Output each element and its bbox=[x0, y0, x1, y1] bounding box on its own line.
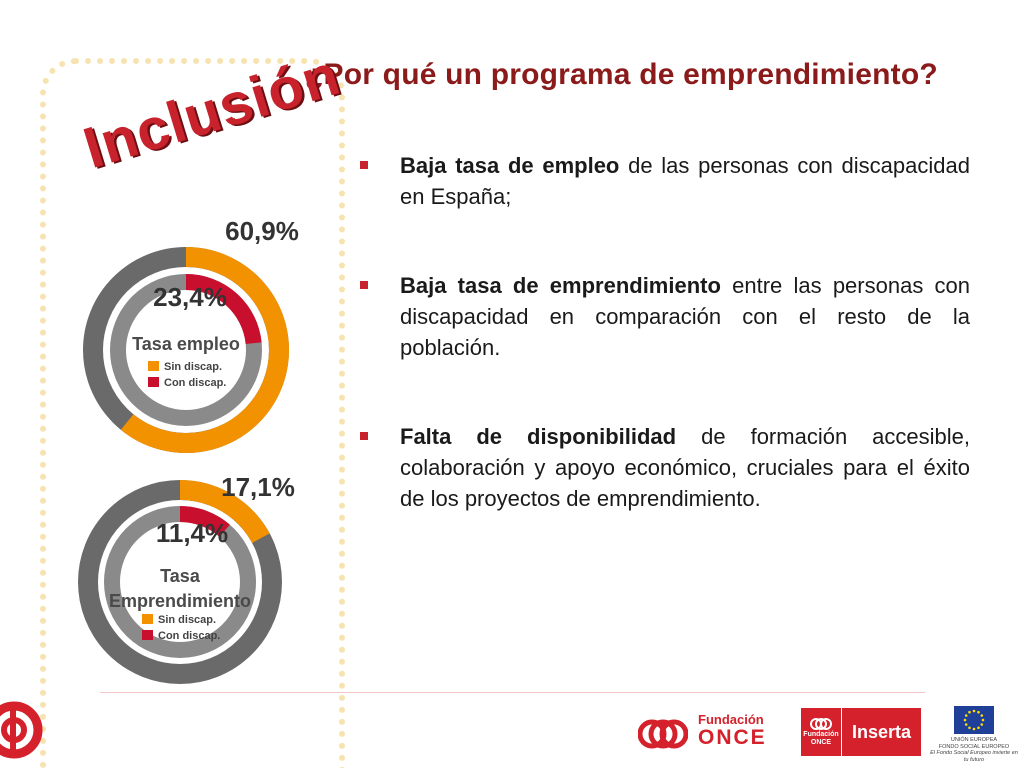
eu-star-icon bbox=[972, 727, 976, 731]
legend-swatch bbox=[142, 630, 153, 640]
value-label-sin-discap: 60,9% bbox=[225, 216, 299, 246]
eu-star-icon bbox=[964, 714, 968, 717]
bullet-square-icon bbox=[360, 161, 368, 169]
footer-divider bbox=[100, 692, 925, 693]
eu-star-icon bbox=[977, 726, 980, 730]
legend-label: Sin discap. bbox=[164, 361, 222, 373]
eu-logo: UNIÓN EUROPEA FONDO SOCIAL EUROPEO El Fo… bbox=[928, 704, 1020, 766]
eu-star-icon bbox=[980, 723, 984, 726]
legend-swatch bbox=[148, 361, 159, 371]
donut-chart-tasa-emprendimiento: 17,1% 11,4% Tasa Emprendimiento Sin discap. C… bbox=[74, 470, 304, 685]
legend-label: Con discap. bbox=[158, 630, 220, 642]
eu-star-icon bbox=[980, 714, 984, 717]
once-symbol-logo bbox=[0, 701, 43, 759]
eu-star-icon bbox=[968, 710, 971, 714]
bullet-bold-text: Falta de disponibilidad bbox=[400, 424, 677, 449]
donut-chart-svg: 60,9% 23,4% Tasa empleo Sin discap. Con disc… bbox=[83, 216, 299, 453]
bullet-item: Falta de disponibilidad de formación acc… bbox=[360, 421, 970, 514]
eu-star-icon bbox=[977, 710, 980, 714]
eu-flag-icon bbox=[954, 706, 994, 734]
ring-arc-con-discap bbox=[179, 506, 230, 537]
bullet-text: entre las personas con discapacidad en c… bbox=[400, 273, 970, 360]
once-label: ONCE bbox=[698, 726, 767, 749]
eu-star-icon bbox=[964, 723, 968, 726]
inserta-mini-mark: Fundación ONCE bbox=[801, 708, 842, 756]
bullet-list: Baja tasa de empleo de las personas con … bbox=[360, 150, 970, 572]
value-label-con-discap: 23,4% bbox=[153, 282, 227, 312]
value-label-con-discap: 11,4% bbox=[156, 518, 228, 548]
dotted-frame bbox=[40, 58, 345, 768]
ring-arc-sin-discap bbox=[179, 480, 270, 544]
legend-label: Con discap. bbox=[164, 377, 226, 389]
value-label-sin-discap: 17,1% bbox=[221, 472, 295, 502]
ring-arc-sin-discap bbox=[120, 247, 289, 453]
bullet-text: de formación accesible, colaboración y a… bbox=[400, 424, 970, 511]
inserta-mini-line2: ONCE bbox=[810, 739, 832, 746]
fundacion-once-logo: Fundación ONCE bbox=[638, 710, 790, 758]
legend-label: Sin discap. bbox=[158, 614, 216, 626]
bullet-item: Baja tasa de emprendimiento entre las pe… bbox=[360, 270, 970, 363]
eu-star-icon bbox=[968, 726, 971, 730]
chart-label: Tasa bbox=[160, 566, 201, 586]
once-rings-icon bbox=[810, 718, 832, 730]
bullet-text: de las personas con discapacidad en Espa… bbox=[400, 153, 970, 209]
fundacion-label: Fundación bbox=[698, 712, 764, 727]
donut-chart-tasa-empleo: 60,9% 23,4% Tasa empleo Sin discap. Con disc… bbox=[80, 212, 310, 457]
eu-caption-line3: El Fondo Social Europeo invierte en tu f… bbox=[930, 750, 1018, 763]
bullet-square-icon bbox=[360, 281, 368, 289]
once-rings-icon bbox=[638, 719, 688, 749]
eu-caption-line2: FONDO SOCIAL EUROPEO bbox=[938, 743, 1010, 750]
inserta-logo: Fundación ONCE Inserta bbox=[801, 708, 921, 756]
eu-star-icon bbox=[972, 709, 976, 713]
chart-label: Emprendimiento bbox=[109, 591, 251, 611]
inserta-word: Inserta bbox=[851, 721, 912, 742]
inserta-mini-line1: Fundación bbox=[803, 731, 839, 738]
eu-star-icon bbox=[963, 718, 967, 722]
bullet-square-icon bbox=[360, 432, 368, 440]
legend-swatch bbox=[142, 614, 153, 624]
slide-title: ¿Por qué un programa de emprendimiento? bbox=[305, 58, 938, 91]
legend-swatch bbox=[148, 377, 159, 387]
eu-caption-line1: UNIÓN EUROPEA bbox=[950, 737, 998, 743]
eu-caption: UNIÓN EUROPEA FONDO SOCIAL EUROPEO El Fo… bbox=[928, 737, 1020, 763]
eu-star-icon bbox=[981, 718, 985, 722]
donut-chart-svg: 17,1% 11,4% Tasa Emprendimiento Sin discap. C… bbox=[78, 472, 295, 684]
ring-arc-con-discap bbox=[185, 274, 262, 345]
bullet-item: Baja tasa de empleo de las personas con … bbox=[360, 150, 970, 212]
chart-label: Tasa empleo bbox=[132, 334, 240, 354]
bullet-bold-text: Baja tasa de empleo bbox=[400, 153, 620, 178]
bullet-bold-text: Baja tasa de emprendimiento bbox=[400, 273, 721, 298]
